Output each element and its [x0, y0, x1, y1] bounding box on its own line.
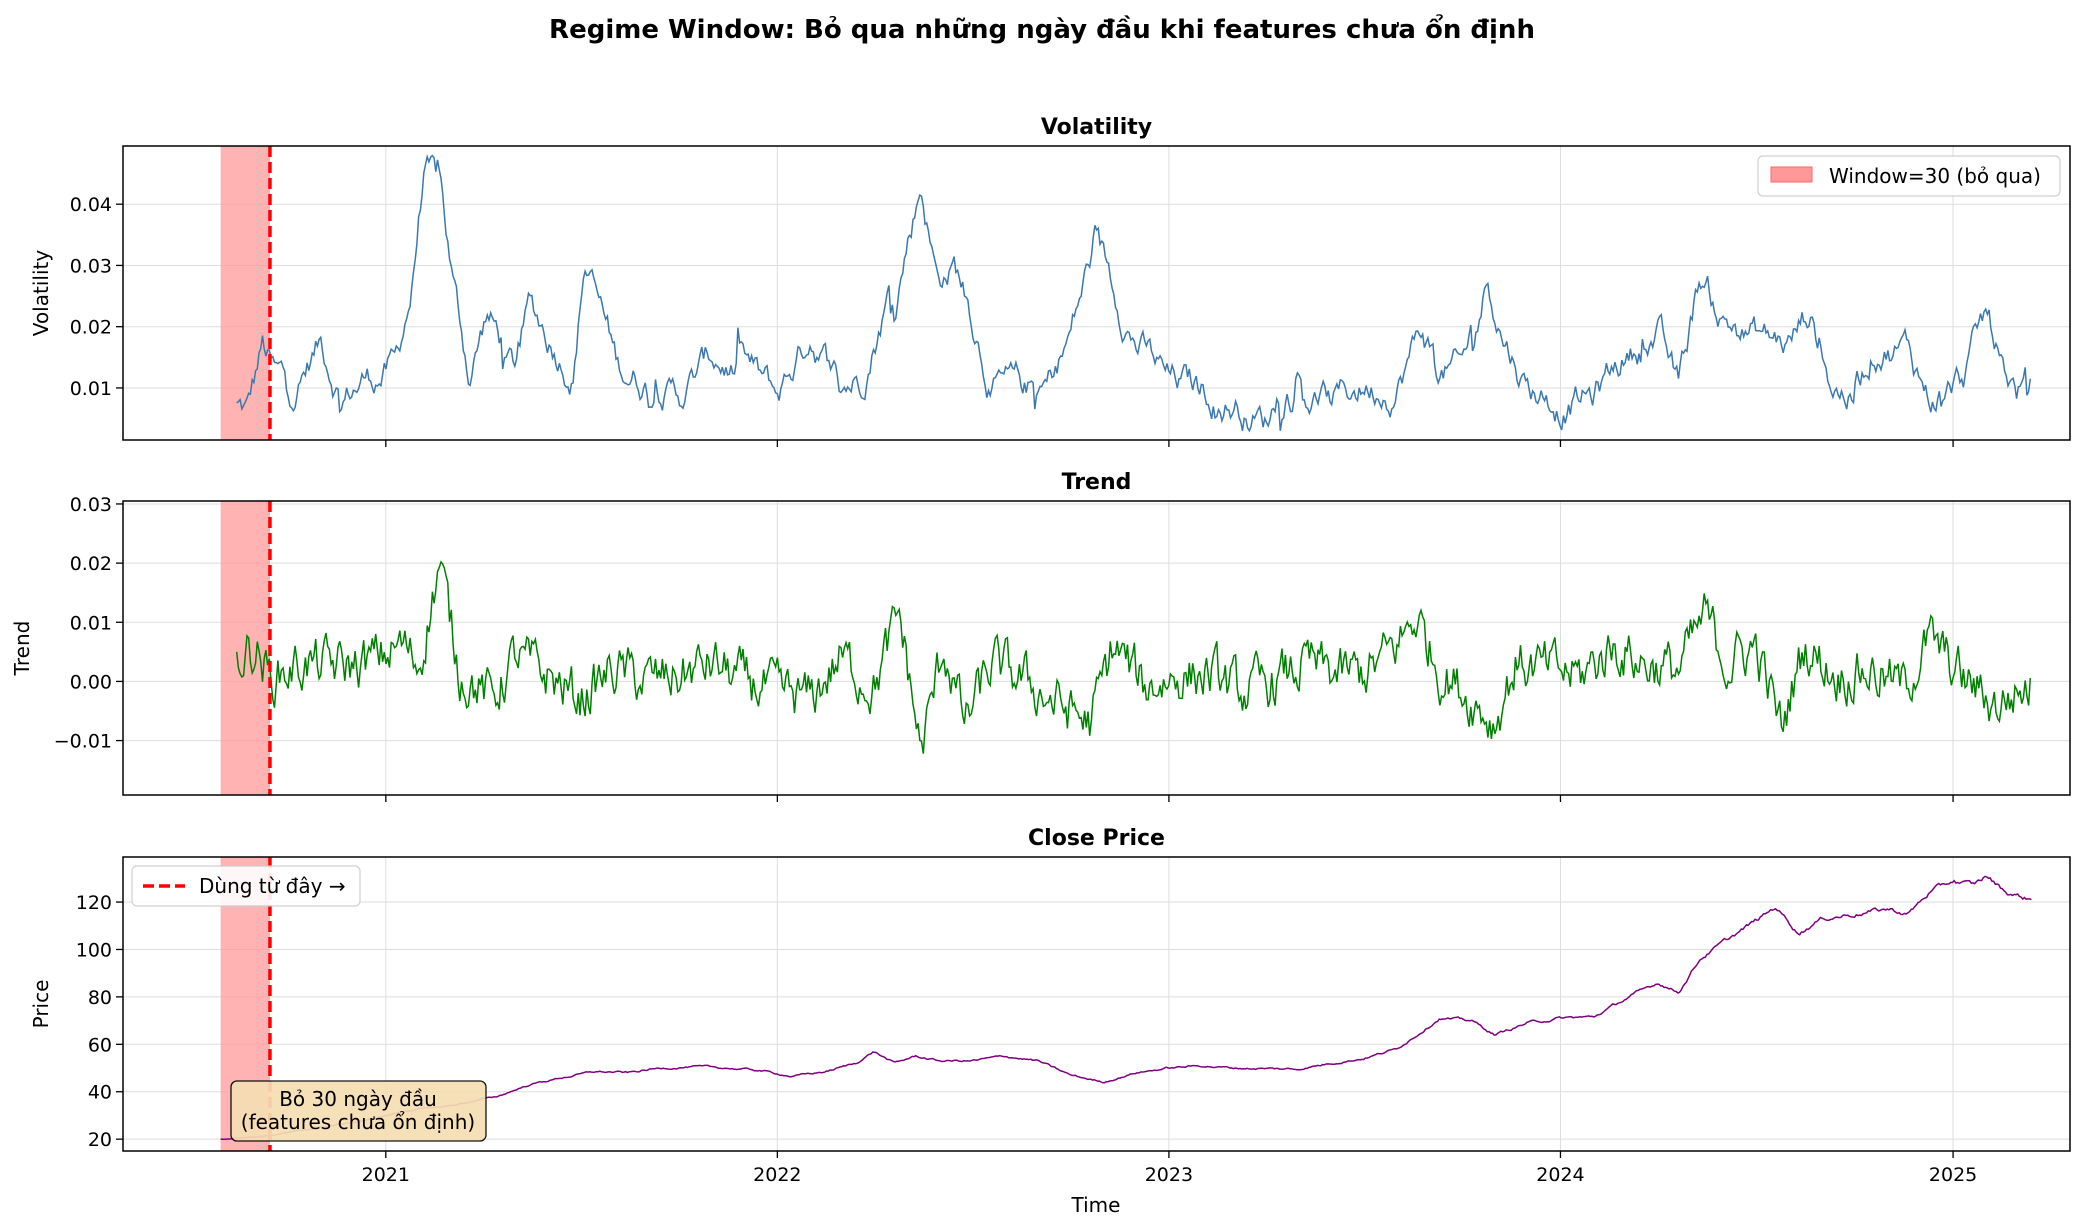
y-tick-label: 0.01	[70, 378, 112, 400]
legend-label-line: Dùng từ đây →	[199, 874, 346, 898]
x-tick-label: 2025	[1929, 1164, 1977, 1186]
y-tick-label: −0.01	[54, 731, 112, 753]
panel-title: Volatility	[1041, 115, 1152, 140]
panel-close-price: 20 40 60 80 100 120 2021 2022 2023 2024 2025 Close …	[29, 826, 2071, 1186]
plot-frame	[122, 500, 2071, 796]
x-tick-label: 2021	[362, 1164, 410, 1186]
panel-trend: −0.01 0.00 0.01 0.02 0.03 Trend Trend	[10, 470, 2071, 802]
y-tick-label: 120	[76, 892, 112, 914]
y-tick-label: 40	[88, 1082, 112, 1104]
x-axis-label: Time	[1071, 1193, 1121, 1217]
annotation-box	[230, 1080, 487, 1142]
y-tick-label: 100	[76, 939, 112, 961]
legend-swatch-window	[1770, 166, 1813, 183]
annotation-text: Bỏ 30 ngày đầu	[279, 1087, 437, 1111]
window-shade	[220, 146, 270, 440]
panels: 0.01 0.02 0.03 0.04 Volatility Volatility Wind…	[10, 115, 2071, 1186]
x-tick-label: 2023	[1145, 1164, 1193, 1186]
annotation: Bỏ 30 ngày đầu(features chưa ổn định)	[230, 1080, 487, 1142]
legend-label-window: Window=30 (bỏ qua)	[1829, 164, 2041, 188]
y-tick-label: 60	[88, 1034, 112, 1056]
y-tick-label: 80	[88, 987, 112, 1009]
legend-box	[131, 865, 361, 907]
figure-title: Regime Window: Bỏ qua những ngày đầu khi…	[549, 12, 1535, 45]
series-line	[236, 154, 2032, 433]
panel-volatility: 0.01 0.02 0.03 0.04 Volatility Volatility Wind…	[29, 115, 2071, 447]
y-tick-label: 0.00	[70, 671, 112, 693]
legend: Dùng từ đây →	[131, 865, 361, 907]
y-axis-label: Volatility	[29, 250, 53, 337]
y-tick-label: 0.02	[70, 553, 112, 575]
y-axis-label: Trend	[10, 621, 34, 677]
legend-box	[1757, 155, 2061, 197]
x-tick-label: 2022	[753, 1164, 801, 1186]
x-tick-label: 2024	[1536, 1164, 1584, 1186]
y-tick-label: 0.02	[70, 317, 112, 339]
y-tick-label: 0.04	[70, 194, 112, 216]
series-line	[235, 560, 2032, 754]
y-tick-label: 0.03	[70, 255, 112, 277]
legend: Window=30 (bỏ qua)	[1757, 155, 2061, 197]
y-tick-label: 0.03	[70, 494, 112, 516]
annotation-text: (features chưa ổn định)	[241, 1110, 475, 1134]
series-line	[220, 875, 2032, 1140]
plot-frame	[122, 145, 2071, 441]
panel-title: Trend	[1062, 470, 1132, 495]
plot-frame	[122, 856, 2071, 1152]
y-tick-label: 0.01	[70, 612, 112, 634]
y-tick-label: 20	[88, 1129, 112, 1151]
y-axis-label: Price	[29, 980, 53, 1029]
panel-title: Close Price	[1028, 826, 1165, 851]
